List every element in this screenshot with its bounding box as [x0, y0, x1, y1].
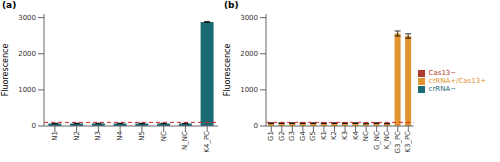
- svg-text:K4_PC: K4_PC: [203, 131, 211, 153]
- svg-text:G3: G3: [288, 131, 296, 141]
- svg-text:1000: 1000: [18, 86, 36, 94]
- svg-text:G5: G5: [309, 131, 317, 141]
- svg-text:3000: 3000: [18, 14, 36, 22]
- svg-text:NC: NC: [362, 131, 370, 141]
- svg-text:N2: N2: [73, 131, 81, 141]
- html-text:Cas13−: Cas13−: [428, 69, 457, 77]
- svg-text:NC: NC: [160, 131, 168, 141]
- svg-text:N_NC: N_NC: [181, 131, 189, 150]
- svg-text:N1: N1: [51, 131, 59, 141]
- svg-text:G2: G2: [278, 131, 286, 141]
- html-text:(b): (b): [224, 0, 239, 10]
- svg-text:3000: 3000: [240, 14, 258, 22]
- svg-text:G4: G4: [299, 130, 307, 140]
- svg-text:2000: 2000: [240, 50, 258, 58]
- svg-text:K3_PC: K3_PC: [404, 131, 412, 153]
- html-text:crRNA+/Cas13+: crRNA+/Cas13+: [428, 77, 486, 85]
- html-text:crRNA−: crRNA−: [428, 85, 456, 93]
- svg-text:2000: 2000: [18, 50, 36, 58]
- svg-text:0: 0: [254, 122, 258, 130]
- svg-text:N4: N4: [116, 130, 124, 140]
- svg-text:G_NC: G_NC: [373, 131, 381, 150]
- svg-text:K4: K4: [352, 130, 360, 140]
- svg-text:N3: N3: [94, 131, 102, 141]
- svg-text:K3: K3: [341, 131, 349, 140]
- svg-text:1000: 1000: [240, 86, 258, 94]
- svg-text:0: 0: [32, 122, 36, 130]
- svg-text:N5: N5: [138, 131, 146, 141]
- html-text:(a): (a): [2, 0, 17, 10]
- svg-text:K_NC: K_NC: [383, 131, 391, 149]
- svg-text:K1: K1: [320, 131, 328, 140]
- svg-text:G3_PC: G3_PC: [394, 131, 402, 154]
- svg-text:K2: K2: [330, 131, 338, 140]
- svg-text:Fluorescence: Fluorescence: [223, 44, 232, 97]
- svg-text:G1: G1: [267, 131, 275, 141]
- svg-text:Fluorescence: Fluorescence: [8, 44, 10, 97]
